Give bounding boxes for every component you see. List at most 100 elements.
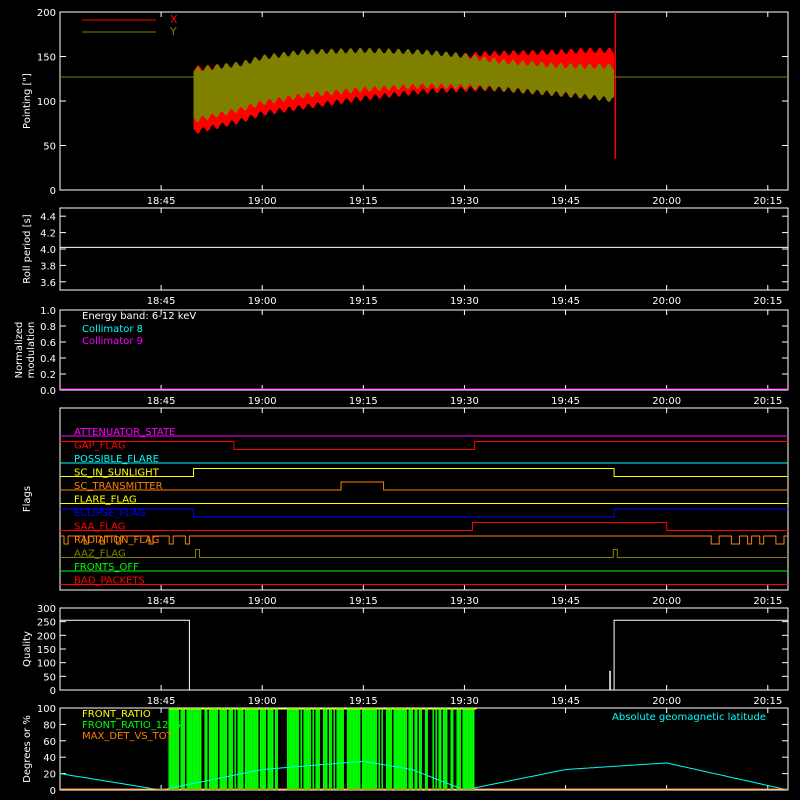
- x-tick-label: 19:00: [248, 296, 277, 307]
- roll-panel: 18:45 19:00 19:15 19:30 19:45 20:00 20:15 3.6 3.…: [22, 207, 789, 307]
- y-tick-label: 200: [37, 8, 56, 19]
- x-tick-label: 19:15: [349, 296, 378, 307]
- y-tick-label: 100: [37, 659, 56, 670]
- plot-frame: [59, 207, 789, 291]
- legend-label: Collimator 9: [82, 336, 143, 347]
- y-tick-label: 0: [50, 786, 56, 797]
- y-tick-label: 80: [43, 720, 56, 731]
- latitude-line: [60, 760, 788, 790]
- pointing-panel: 18:45 19:00 19:15 19:30 19:45 20:00 20:15 0 50 10…: [22, 8, 789, 207]
- y-tick-label: 1.0: [40, 306, 56, 317]
- x-tick-label: 19:00: [248, 396, 277, 407]
- x-tick-label: 20:15: [753, 696, 782, 707]
- x-tick-label: 19:45: [551, 696, 580, 707]
- flag-line: [60, 535, 788, 545]
- flag-label: POSSIBLE_FLARE: [74, 454, 159, 465]
- y-axis-label: Degrees or %: [22, 715, 33, 783]
- flag-label: SC_TRANSMITTER: [74, 481, 163, 492]
- y-axis-label: Normalized: [14, 322, 25, 379]
- modulation-panel: 18:45 19:00 19:15 19:30 19:45 20:00 20:15 0.0 0.…: [14, 306, 789, 407]
- plot-frame: [59, 707, 789, 791]
- flag-line: [60, 481, 788, 491]
- x-tick-label: 19:15: [349, 196, 378, 207]
- flag-label: ATTENUATOR_STATE: [74, 427, 175, 438]
- x-tick-label: 20:00: [652, 596, 681, 607]
- x-tick-label: 20:15: [753, 296, 782, 307]
- y-tick-label: 60: [43, 737, 56, 748]
- x-tick-label: 19:30: [450, 596, 479, 607]
- legend-label: X: [170, 13, 178, 26]
- y-tick-label: 0.8: [40, 322, 56, 333]
- y-axis-label: Pointing ["]: [22, 73, 33, 129]
- y-tick-label: 100: [37, 97, 56, 108]
- y-tick-label: 0: [50, 186, 56, 197]
- x-tick-label: 20:00: [652, 696, 681, 707]
- legend-label: Collimator 8: [82, 324, 143, 335]
- x-tick-label: 20:15: [753, 396, 782, 407]
- legend-label: Y: [169, 25, 177, 38]
- x-tick-label: 19:45: [551, 196, 580, 207]
- x-tick-label: 19:45: [551, 396, 580, 407]
- x-tick-label: 18:45: [147, 196, 176, 207]
- flag-line: [60, 468, 788, 477]
- y-tick-label: 250: [37, 618, 56, 629]
- flag-line: [60, 508, 788, 518]
- flag-label: BAD_PACKETS: [74, 576, 145, 587]
- y-tick-label: 50: [43, 142, 56, 153]
- x-tick-label: 19:00: [248, 196, 277, 207]
- y-tick-label: 300: [37, 604, 56, 615]
- flag-label: FLARE_FLAG: [74, 495, 137, 506]
- legend-label: FRONT_RATIO_1225: [82, 720, 181, 731]
- x-tick-label: 20:15: [753, 196, 782, 207]
- x-tick-label: 19:00: [248, 696, 277, 707]
- y-tick-label: 0.6: [40, 338, 56, 349]
- x-tick-label: 19:30: [450, 296, 479, 307]
- y-tick-label: 50: [43, 672, 56, 683]
- y-tick-label: 0.4: [40, 354, 56, 365]
- y-tick-label: 3.6: [40, 278, 56, 289]
- x-tick-label: 19:15: [349, 696, 378, 707]
- flag-label: GAP_FLAG: [74, 441, 126, 452]
- flag-label: FRONTS_OFF: [74, 562, 139, 573]
- x-tick-label: 20:00: [652, 296, 681, 307]
- y-tick-label: 3.8: [40, 261, 56, 272]
- legend-label: MAX_DET_VS_TOT: [82, 731, 174, 742]
- y-axis-label: Quality: [22, 631, 33, 667]
- plot-frame: [59, 11, 789, 191]
- pointing-plot-area: [60, 12, 788, 159]
- quality-line: [60, 619, 788, 691]
- quality-panel: 18:45 19:00 19:15 19:30 19:45 20:00 20:15 0 50 10…: [22, 604, 789, 707]
- y-tick-label: 150: [37, 645, 56, 656]
- flag-line: [60, 441, 788, 450]
- y-tick-label: 100: [37, 704, 56, 715]
- plot-frame: [59, 309, 789, 391]
- energy-band-label: Energy band: 6-12 keV: [82, 311, 196, 322]
- x-tick-label: 20:15: [753, 596, 782, 607]
- x-tick-label: 19:45: [551, 596, 580, 607]
- flags-panel: 18:45 19:00 19:15 19:30 19:45 20:00 20:15 Flags…: [22, 407, 789, 607]
- x-tick-label: 19:30: [450, 396, 479, 407]
- x-tick-label: 18:45: [147, 396, 176, 407]
- series-Y-band: [193, 47, 615, 123]
- ratios-plot-area: [60, 708, 788, 790]
- y-axis-label: modulation: [26, 322, 37, 379]
- ratios-panel: 0 20 40 60 80 100 Degrees or % FRONT_RATIOFRONT…: [22, 704, 789, 797]
- legend-label: FRONT_RATIO: [82, 709, 151, 720]
- x-tick-label: 18:45: [147, 696, 176, 707]
- flag-line: [60, 549, 788, 558]
- x-tick-label: 19:00: [248, 596, 277, 607]
- x-tick-label: 18:45: [147, 296, 176, 307]
- flag-label: ECLIPSE_FLAG: [74, 508, 145, 519]
- y-tick-label: 40: [43, 753, 56, 764]
- y-tick-label: 4.0: [40, 245, 56, 256]
- x-tick-label: 19:15: [349, 396, 378, 407]
- y-tick-label: 20: [43, 770, 56, 781]
- y-axis-label: Roll period [s]: [22, 214, 33, 283]
- x-tick-label: 19:15: [349, 596, 378, 607]
- flag-label: SC_IN_SUNLIGHT: [74, 468, 160, 479]
- flag-line: [60, 522, 788, 531]
- y-tick-label: 200: [37, 631, 56, 642]
- y-tick-label: 0: [50, 686, 56, 697]
- y-tick-label: 150: [37, 53, 56, 64]
